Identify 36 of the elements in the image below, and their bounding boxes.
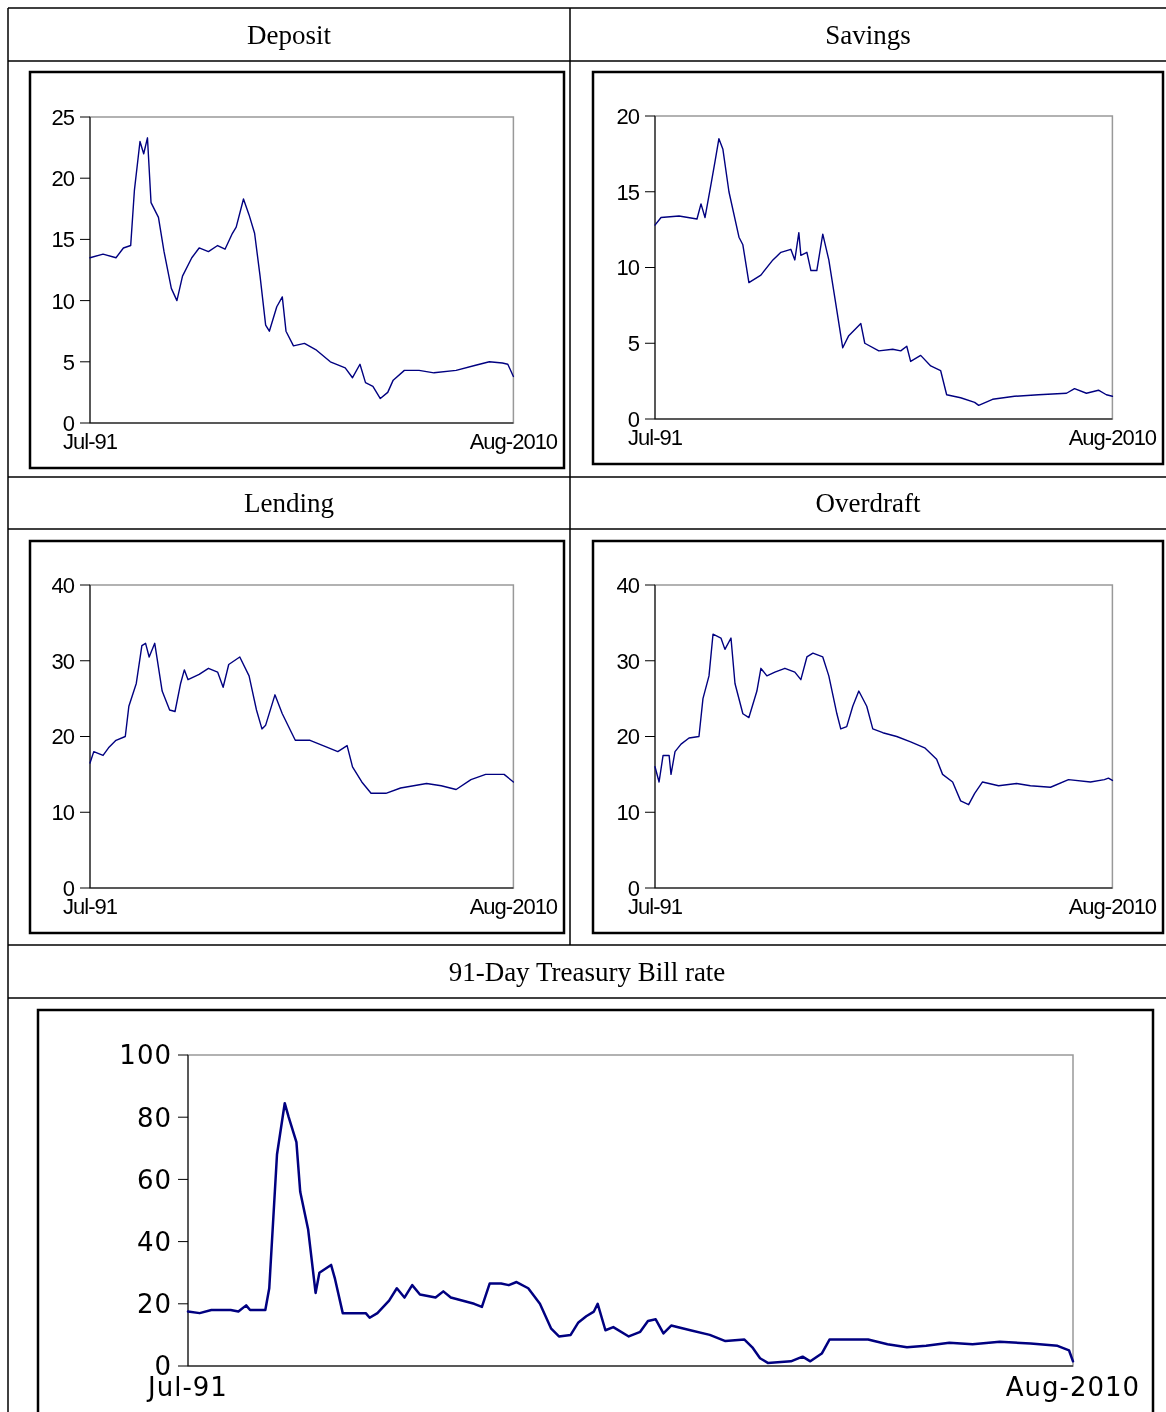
y-tick-label: 15 [616, 179, 640, 205]
x-tick-label: Aug-2010 [469, 429, 558, 454]
x-tick-label: Aug-2010 [1005, 1372, 1141, 1402]
y-tick-label: 5 [627, 331, 640, 357]
y-tick-label: 25 [51, 104, 75, 130]
x-tick-label: Aug-2010 [469, 894, 558, 919]
y-tick-label: 60 [136, 1164, 172, 1195]
y-tick-label: 20 [51, 166, 75, 192]
line-series [89, 642, 515, 795]
y-tick-label: 10 [616, 255, 640, 281]
line-series [654, 138, 1114, 407]
y-tick-label: 20 [616, 724, 640, 750]
y-tick-label: 10 [616, 800, 640, 826]
y-tick-label: 30 [616, 648, 640, 674]
y-tick-label: 40 [51, 572, 75, 598]
y-tick-label: 40 [616, 572, 640, 598]
y-tick-label: 30 [51, 648, 75, 674]
y-tick-label: 15 [51, 227, 75, 253]
y-tick-label: 80 [136, 1102, 172, 1133]
x-tick-label: Aug-2010 [1068, 894, 1157, 919]
line-series [654, 633, 1114, 806]
y-tick-label: 10 [51, 288, 75, 314]
y-tick-label: 20 [616, 103, 640, 129]
chart-title: Overdraft [815, 488, 921, 518]
y-tick-label: 40 [136, 1226, 172, 1257]
y-tick-label: 10 [51, 800, 75, 826]
line-series [89, 137, 515, 400]
y-tick-label: 20 [51, 724, 75, 750]
chart-title: 91-Day Treasury Bill rate [448, 956, 726, 987]
y-tick-label: 20 [136, 1289, 172, 1320]
chart-title: Deposit [247, 19, 332, 50]
chart-title: Savings [825, 19, 911, 50]
y-tick-label: 5 [62, 349, 75, 375]
chart-title: Lending [244, 488, 334, 518]
x-tick-label: Aug-2010 [1068, 425, 1157, 450]
y-tick-label: 100 [119, 1040, 172, 1071]
